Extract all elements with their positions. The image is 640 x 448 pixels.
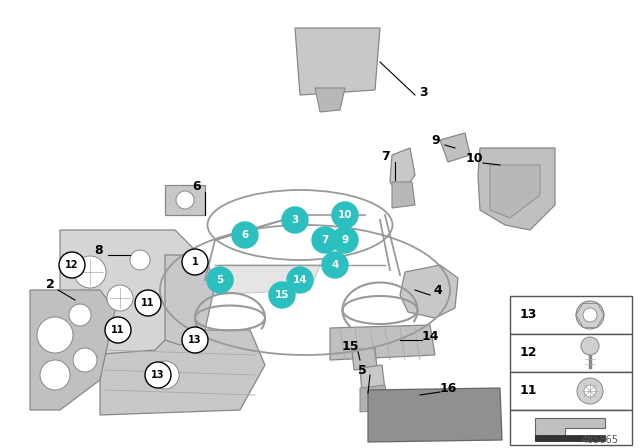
Circle shape xyxy=(312,227,338,253)
Text: 1: 1 xyxy=(191,257,198,267)
Text: 6: 6 xyxy=(193,181,202,194)
FancyBboxPatch shape xyxy=(510,296,632,334)
Text: 9: 9 xyxy=(341,235,349,245)
Text: 5: 5 xyxy=(216,275,223,285)
Polygon shape xyxy=(165,185,205,215)
Circle shape xyxy=(59,252,85,278)
Polygon shape xyxy=(392,182,415,208)
Polygon shape xyxy=(360,385,388,412)
Circle shape xyxy=(577,378,603,404)
Circle shape xyxy=(135,290,161,316)
Text: 13: 13 xyxy=(188,335,202,345)
Circle shape xyxy=(287,267,313,293)
Circle shape xyxy=(576,301,604,329)
Polygon shape xyxy=(490,165,540,218)
Circle shape xyxy=(322,252,348,278)
Circle shape xyxy=(176,191,194,209)
Polygon shape xyxy=(295,28,380,95)
Circle shape xyxy=(69,304,91,326)
Circle shape xyxy=(107,285,133,311)
Circle shape xyxy=(282,207,308,233)
Text: 2: 2 xyxy=(45,279,54,292)
Polygon shape xyxy=(390,148,415,192)
Polygon shape xyxy=(478,148,555,230)
Circle shape xyxy=(332,202,358,228)
Polygon shape xyxy=(352,348,377,370)
FancyBboxPatch shape xyxy=(510,372,632,410)
Polygon shape xyxy=(165,255,215,345)
FancyBboxPatch shape xyxy=(535,435,605,441)
Polygon shape xyxy=(315,88,345,112)
Circle shape xyxy=(74,256,106,288)
Circle shape xyxy=(37,317,73,353)
Text: 14: 14 xyxy=(292,275,307,285)
Text: 11: 11 xyxy=(141,298,155,308)
Polygon shape xyxy=(30,290,115,410)
Text: 8: 8 xyxy=(95,244,103,257)
Text: 6: 6 xyxy=(241,230,248,240)
Circle shape xyxy=(73,348,97,372)
Text: 7: 7 xyxy=(321,235,329,245)
Circle shape xyxy=(332,227,358,253)
Text: 5: 5 xyxy=(358,363,366,376)
Text: 12: 12 xyxy=(65,260,79,270)
Text: 485865: 485865 xyxy=(582,435,618,445)
Text: 16: 16 xyxy=(439,382,457,395)
Text: 14: 14 xyxy=(421,331,439,344)
Polygon shape xyxy=(360,365,385,393)
Text: 13: 13 xyxy=(519,309,537,322)
FancyBboxPatch shape xyxy=(510,334,632,372)
Text: 11: 11 xyxy=(111,325,125,335)
Text: 7: 7 xyxy=(381,151,390,164)
Polygon shape xyxy=(368,388,502,442)
Circle shape xyxy=(182,327,208,353)
Text: 4: 4 xyxy=(332,260,339,270)
Text: 13: 13 xyxy=(151,370,164,380)
Text: 9: 9 xyxy=(432,134,440,146)
Text: 3: 3 xyxy=(419,86,428,99)
Circle shape xyxy=(207,267,233,293)
Circle shape xyxy=(151,361,179,389)
Text: 12: 12 xyxy=(519,346,537,359)
Circle shape xyxy=(584,385,596,397)
Polygon shape xyxy=(60,230,200,355)
Text: 15: 15 xyxy=(341,340,359,353)
Circle shape xyxy=(130,250,150,270)
Text: 11: 11 xyxy=(519,384,537,397)
Text: 15: 15 xyxy=(275,290,289,300)
Circle shape xyxy=(182,249,208,275)
Text: 10: 10 xyxy=(338,210,352,220)
Circle shape xyxy=(40,360,70,390)
Polygon shape xyxy=(400,265,458,318)
Circle shape xyxy=(145,362,171,388)
Polygon shape xyxy=(330,325,435,360)
Text: 4: 4 xyxy=(434,284,442,297)
Polygon shape xyxy=(205,265,320,295)
Circle shape xyxy=(581,337,599,355)
Circle shape xyxy=(269,282,295,308)
Circle shape xyxy=(232,222,258,248)
Polygon shape xyxy=(100,330,265,415)
Circle shape xyxy=(583,308,597,322)
Circle shape xyxy=(105,317,131,343)
Polygon shape xyxy=(440,133,470,162)
Text: 10: 10 xyxy=(465,151,483,164)
Text: 3: 3 xyxy=(291,215,299,225)
FancyBboxPatch shape xyxy=(510,410,632,445)
Polygon shape xyxy=(535,418,605,440)
